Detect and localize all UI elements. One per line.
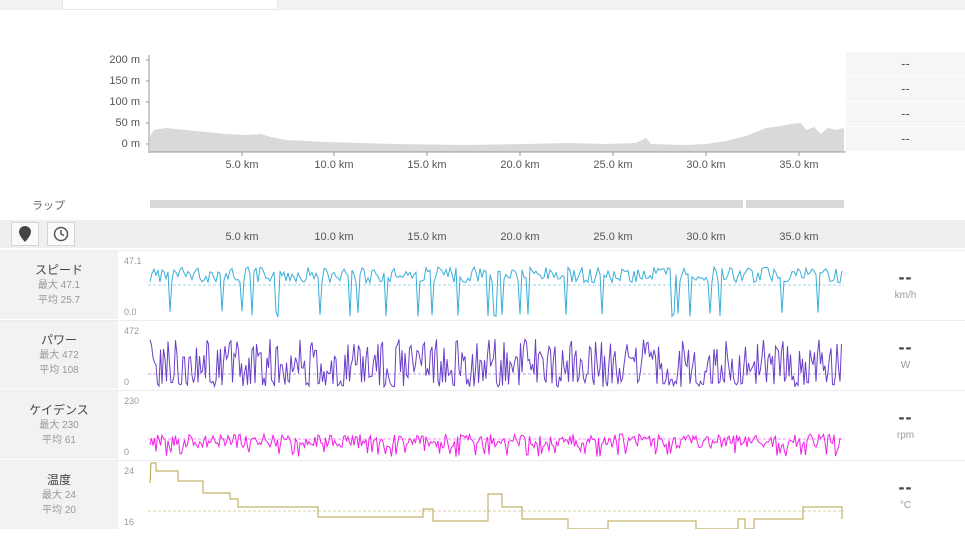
elevation-x-tick: 25.0 km	[593, 159, 633, 171]
temperature-line	[149, 462, 843, 529]
metric-name: 温度	[46, 473, 71, 487]
metric-name: スピード	[34, 263, 83, 277]
top-bar	[0, 0, 965, 10]
metric-avg: 平均 25.7	[37, 295, 81, 306]
speed-row: スピード 最大 47.1 平均 25.7 47.1 0.0 -- km/h	[0, 250, 965, 319]
elevation-y-tick: 200 m	[109, 54, 140, 66]
metric-unit: W	[900, 360, 911, 371]
metric-avg: 平均 20	[42, 505, 76, 516]
metric-max: 最大 230	[39, 420, 79, 431]
distance-axis-tick: 5.0 km	[225, 231, 259, 243]
cadence-line	[149, 432, 842, 457]
side-stat-value: --	[846, 127, 965, 151]
elevation-x-tick: 15.0 km	[407, 159, 447, 171]
power-summary: パワー 最大 472 平均 108	[0, 321, 118, 389]
metric-name: パワー	[40, 333, 77, 347]
elevation-y-tick: 100 m	[109, 96, 140, 108]
y-axis-min: 0	[124, 447, 130, 457]
cadence-summary: ケイデンス 最大 230 平均 61	[0, 391, 118, 459]
elevation-x-tick: 30.0 km	[686, 159, 726, 171]
elevation-plot	[146, 55, 846, 156]
cadence-row: ケイデンス 最大 230 平均 61 230 0 -- rpm	[0, 390, 965, 459]
power-current: -- W	[846, 321, 965, 389]
power-row: パワー 最大 472 平均 108 472 0 -- W	[0, 320, 965, 389]
lap-bar[interactable]	[150, 200, 743, 208]
metric-avg: 平均 61	[42, 435, 76, 446]
power-line	[149, 337, 842, 389]
metric-name: ケイデンス	[29, 403, 89, 417]
y-axis-min: 0	[124, 377, 130, 387]
distance-axis-tick: 30.0 km	[686, 231, 726, 243]
elevation-y-tick: 150 m	[109, 75, 140, 87]
elevation-x-tick: 35.0 km	[779, 159, 819, 171]
y-axis-min: 16	[124, 517, 135, 527]
metric-value: --	[898, 267, 913, 287]
y-axis-max: 24	[124, 466, 135, 476]
side-stat-value: --	[846, 77, 965, 101]
temperature-row: 温度 最大 24 平均 20 24 16 -- °C	[0, 460, 965, 529]
metric-max: 最大 472	[39, 350, 79, 361]
distance-axis-tick: 15.0 km	[407, 231, 447, 243]
metric-max: 最大 24	[42, 490, 76, 501]
location-pin-icon	[19, 226, 31, 242]
speed-summary: スピード 最大 47.1 平均 25.7	[0, 251, 118, 319]
elevation-x-tick: 10.0 km	[314, 159, 354, 171]
elevation-x-tick: 5.0 km	[225, 159, 259, 171]
power-plot[interactable]	[148, 321, 844, 389]
metric-value: --	[898, 337, 913, 357]
speed-line	[149, 265, 843, 318]
speed-plot[interactable]	[148, 251, 844, 319]
temperature-summary: 温度 最大 24 平均 20	[0, 461, 118, 529]
temperature-current: -- °C	[846, 461, 965, 529]
y-axis-max: 472	[124, 326, 140, 336]
y-axis-max: 47.1	[124, 256, 142, 266]
metric-value: --	[898, 477, 913, 497]
side-stat-value: --	[846, 52, 965, 76]
distance-axis-tick: 25.0 km	[593, 231, 633, 243]
distance-mode-button[interactable]	[11, 222, 39, 246]
chart-toolbar	[0, 220, 965, 248]
cadence-current: -- rpm	[846, 391, 965, 459]
top-tab[interactable]	[62, 0, 278, 10]
temperature-plot[interactable]	[148, 461, 844, 529]
elevation-side-stats: -- -- -- --	[846, 52, 965, 152]
elevation-x-tick: 20.0 km	[500, 159, 540, 171]
elevation-y-tick: 0 m	[121, 138, 140, 150]
metric-unit: °C	[899, 500, 912, 511]
elevation-y-tick: 50 m	[115, 117, 140, 129]
metric-avg: 平均 108	[39, 365, 79, 376]
speed-current: -- km/h	[846, 251, 965, 319]
distance-axis-tick: 35.0 km	[779, 231, 819, 243]
distance-axis-tick: 20.0 km	[500, 231, 540, 243]
lap-bar[interactable]	[746, 200, 844, 208]
cadence-plot[interactable]	[148, 391, 844, 459]
metric-max: 最大 47.1	[37, 280, 81, 291]
metric-value: --	[898, 407, 913, 427]
lap-label: ラップ	[32, 200, 65, 212]
y-axis-min: 0.0	[124, 307, 137, 317]
time-mode-button[interactable]	[47, 222, 75, 246]
y-axis-max: 230	[124, 396, 140, 406]
clock-icon	[53, 226, 69, 242]
elevation-area	[150, 123, 844, 152]
metric-unit: km/h	[894, 290, 917, 301]
metric-unit: rpm	[896, 430, 915, 441]
side-stat-value: --	[846, 102, 965, 126]
distance-axis-tick: 10.0 km	[314, 231, 354, 243]
